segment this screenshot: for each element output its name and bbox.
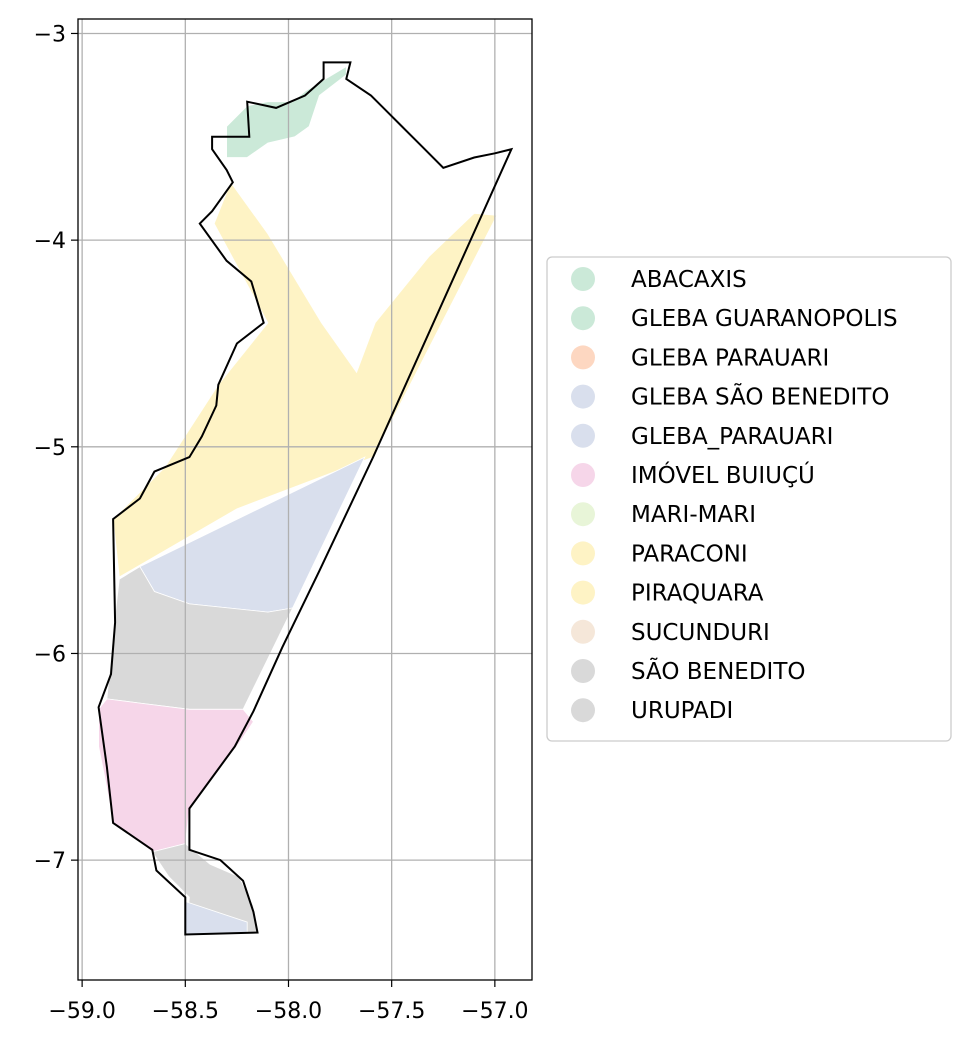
x-tick-label-1: −58.5	[152, 999, 219, 1024]
legend-marker-10	[571, 659, 595, 683]
y-tick-label-3: −6	[34, 642, 66, 667]
legend-label-9: SUCUNDURI	[631, 620, 770, 646]
legend-marker-5	[571, 463, 595, 487]
region-s-o-benedito-3	[106, 566, 294, 710]
legend-marker-3	[571, 384, 595, 409]
legend-label-6: MARI-MARI	[631, 502, 756, 528]
municipality-boundary	[97, 61, 514, 936]
legend-marker-11	[571, 698, 595, 723]
x-tick-label-2: −58.0	[255, 999, 322, 1024]
legend-label-8: PIRAQUARA	[631, 581, 764, 607]
legend-label-11: URUPADI	[631, 698, 733, 724]
y-tick-label-1: −4	[34, 229, 66, 254]
legend-label-3: GLEBA SÃO BENEDITO	[631, 383, 889, 411]
x-tick-label-4: −57.0	[461, 999, 528, 1024]
y-tick-label-2: −5	[34, 436, 66, 461]
legend-label-10: SÃO BENEDITO	[631, 657, 805, 685]
legend-marker-6	[571, 502, 595, 527]
legend-label-1: GLEBA GUARANOPOLIS	[631, 306, 898, 332]
legend-marker-8	[571, 580, 595, 605]
legend-marker-9	[571, 619, 595, 644]
legend-marker-2	[571, 345, 595, 370]
y-tick-label-4: −7	[34, 849, 66, 874]
legend-label-7: PARACONI	[631, 541, 748, 567]
legend-frame	[546, 256, 952, 742]
legend-marker-1	[571, 306, 595, 331]
regions-layer	[98, 65, 498, 935]
legend-marker-0	[571, 267, 595, 291]
legend-label-5: IMÓVEL BUIUÇÚ	[631, 461, 815, 489]
x-tick-label-3: −57.5	[358, 999, 425, 1024]
x-tick-label-0: −59.0	[48, 999, 115, 1024]
legend-label-4: GLEBA_PARAUARI	[631, 424, 833, 450]
y-tick-label-0: −3	[34, 22, 66, 47]
ticks-layer: −59.0 −58.5 −58.0 −57.5 −57.0 −3 −4 −5 −6 −7	[34, 22, 529, 1024]
legend: ABACAXIS GLEBA GUARANOPOLIS GLEBA PARAUARI…	[546, 256, 952, 742]
legend-label-0: ABACAXIS	[631, 267, 747, 293]
grid-layer	[78, 19, 532, 980]
legend-label-2: GLEBA PARAUARI	[631, 345, 829, 371]
legend-marker-7	[571, 541, 595, 566]
region-gleba-guaranopolis-0	[226, 65, 347, 158]
axes-frame	[77, 18, 533, 981]
legend-marker-4	[571, 423, 595, 448]
